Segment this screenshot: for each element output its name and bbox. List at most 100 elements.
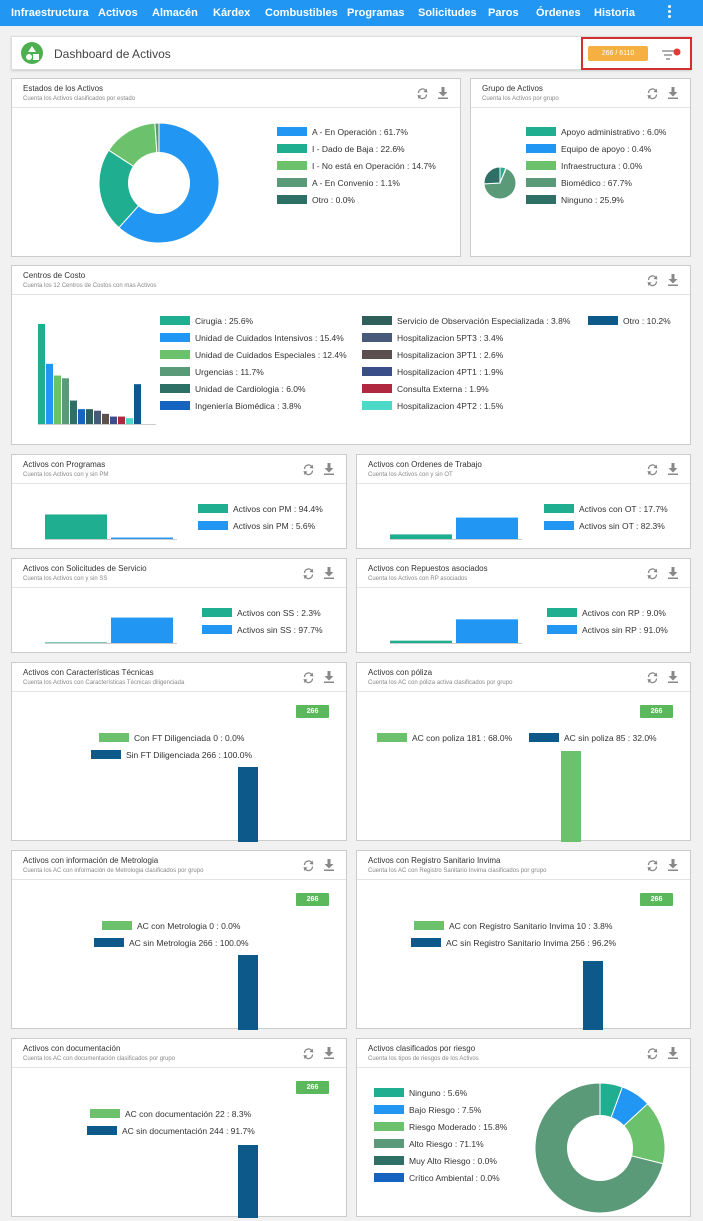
download-icon[interactable]: [667, 86, 679, 99]
card-subtitle: Cuenta los tipos de riesgos de los Activ…: [368, 1056, 479, 1062]
refresh-icon[interactable]: [646, 274, 659, 287]
legend-label: Activos con RP : 9.0%: [582, 608, 666, 618]
legend-label: A - En Operación : 61.7%: [312, 127, 408, 137]
download-icon[interactable]: [667, 462, 679, 475]
legend-swatch: [544, 504, 574, 513]
bar: [62, 378, 69, 424]
legend-swatch: [374, 1156, 404, 1165]
card-repuestos: Activos con Repuestos asociados Cuenta lo…: [356, 558, 691, 653]
legend-label: Activos con OT : 17.7%: [579, 504, 668, 514]
shapes-icon: [21, 42, 43, 64]
nav-combustibles[interactable]: Combustibles: [265, 0, 338, 26]
card-caracteristicas: Activos con Características Técnicas Cuen…: [11, 662, 347, 841]
download-icon[interactable]: [323, 858, 335, 871]
more-vert-icon[interactable]: [663, 0, 677, 26]
filter-icon[interactable]: [660, 48, 682, 62]
pie-chart: [535, 1083, 665, 1213]
legend-swatch: [160, 316, 190, 325]
nav-historia[interactable]: Historia: [594, 0, 635, 26]
legend-item: Activos sin PM : 5.6%: [198, 521, 315, 531]
legend-item: AC sin Registro Sanitario Invima 256 : 9…: [411, 938, 616, 948]
download-icon[interactable]: [323, 670, 335, 683]
nav-infraestructura[interactable]: Infraestructura: [11, 0, 89, 26]
download-icon[interactable]: [667, 566, 679, 579]
download-icon[interactable]: [323, 462, 335, 475]
bar: [583, 961, 603, 1030]
nav-programas[interactable]: Programas: [347, 0, 404, 26]
refresh-icon[interactable]: [646, 1047, 659, 1060]
legend-label: Unidad de Cardiologia : 6.0%: [195, 384, 306, 394]
refresh-icon[interactable]: [302, 463, 315, 476]
download-icon[interactable]: [323, 566, 335, 579]
legend-label: Bajo Riesgo : 7.5%: [409, 1105, 481, 1115]
download-icon[interactable]: [667, 1046, 679, 1059]
legend-swatch: [374, 1088, 404, 1097]
nav-solicitudes[interactable]: Solicitudes: [418, 0, 477, 26]
legend-label: Biomédico : 67.7%: [561, 178, 632, 188]
legend-item: AC con documentación 22 : 8.3%: [90, 1109, 251, 1119]
legend-item: Activos con SS : 2.3%: [202, 608, 321, 618]
card-divider: [357, 691, 690, 692]
legend-item: Otro : 10.2%: [588, 316, 671, 326]
nav-activos[interactable]: Activos: [98, 0, 138, 26]
refresh-icon[interactable]: [302, 1047, 315, 1060]
bar: [390, 534, 452, 539]
legend-label: Unidad de Cuidados Especiales : 12.4%: [195, 350, 347, 360]
bar: [238, 767, 258, 842]
card-ordenes: Activos con Ordenes de Trabajo Cuenta los…: [356, 454, 691, 549]
bar-chart: [238, 1145, 260, 1221]
legend-label: I - Dado de Baja : 22.6%: [312, 144, 405, 154]
legend-swatch: [102, 921, 132, 930]
legend-item: Unidad de Cuidados Intensivos : 15.4%: [160, 333, 344, 343]
card-divider: [357, 483, 690, 484]
legend-label: AC sin Registro Sanitario Invima 256 : 9…: [446, 938, 616, 948]
legend-label: AC con Metrologia 0 : 0.0%: [137, 921, 240, 931]
legend-swatch: [374, 1139, 404, 1148]
nav-almacen[interactable]: Almacén: [152, 0, 198, 26]
nav-kardex[interactable]: Kárdex: [213, 0, 250, 26]
legend-item: Ninguno : 5.6%: [374, 1088, 467, 1098]
download-icon[interactable]: [667, 858, 679, 871]
bar-chart: [390, 507, 530, 541]
refresh-icon[interactable]: [646, 463, 659, 476]
bar: [238, 1145, 258, 1218]
legend-label: Equipo de apoyo : 0.4%: [561, 144, 651, 154]
bar: [456, 518, 518, 539]
refresh-icon[interactable]: [302, 859, 315, 872]
legend-item: A - En Convenio : 1.1%: [277, 178, 400, 188]
download-icon[interactable]: [667, 273, 679, 286]
count-tag: 266: [640, 705, 673, 718]
legend-swatch: [547, 608, 577, 617]
legend-item: Crítico Ambiental : 0.0%: [374, 1173, 500, 1183]
download-icon[interactable]: [323, 1046, 335, 1059]
legend-item: Alto Riesgo : 71.1%: [374, 1139, 484, 1149]
count-tag: 266: [296, 893, 329, 906]
legend-label: Sin FT Diligenciada 266 : 100.0%: [126, 750, 252, 760]
refresh-icon[interactable]: [302, 567, 315, 580]
refresh-icon[interactable]: [646, 567, 659, 580]
refresh-icon[interactable]: [646, 87, 659, 100]
legend-swatch: [277, 144, 307, 153]
nav-ordenes[interactable]: Órdenes: [536, 0, 581, 26]
refresh-icon[interactable]: [416, 87, 429, 100]
legend-swatch: [160, 333, 190, 342]
legend-item: I - Dado de Baja : 22.6%: [277, 144, 405, 154]
dashboard-header: Dashboard de Activos 266 / 6110: [11, 36, 691, 70]
card-title: Activos clasificados por riesgo: [368, 1044, 475, 1053]
legend-swatch: [160, 367, 190, 376]
card-solicitudes: Activos con Solicitudes de Servicio Cuent…: [11, 558, 347, 653]
nav-paros[interactable]: Paros: [488, 0, 519, 26]
download-icon[interactable]: [437, 86, 449, 99]
refresh-icon[interactable]: [646, 859, 659, 872]
refresh-icon[interactable]: [302, 671, 315, 684]
legend-item: Bajo Riesgo : 7.5%: [374, 1105, 481, 1115]
legend-item: Apoyo administrativo : 6.0%: [526, 127, 666, 137]
legend-label: AC con documentación 22 : 8.3%: [125, 1109, 251, 1119]
legend-label: Otro : 0.0%: [312, 195, 355, 205]
card-divider: [12, 879, 346, 880]
legend-item: Hospitalizacion 3PT1 : 2.6%: [362, 350, 503, 360]
refresh-icon[interactable]: [646, 671, 659, 684]
page-title: Dashboard de Activos: [54, 47, 171, 61]
legend-item: Biomédico : 67.7%: [526, 178, 632, 188]
download-icon[interactable]: [667, 670, 679, 683]
